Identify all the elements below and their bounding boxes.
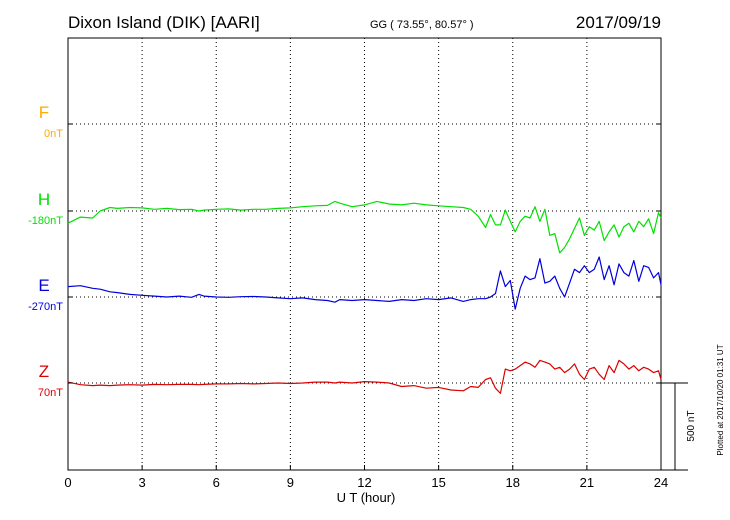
x-tick-label: 0 [64,475,71,490]
plotted-timestamp: Plotted at 2017/10/20 01:31 UT [716,344,725,455]
chart-date: 2017/09/19 [576,13,661,32]
series-line-e [67,256,662,310]
series-baseline-h: -180nT [28,215,63,227]
x-tick-label: 15 [431,475,445,490]
series-baseline-f: 0nT [44,128,63,140]
scale-bar: 500 nT [661,382,697,471]
x-tick-label: 3 [139,475,146,490]
x-tick-label: 24 [654,475,668,490]
series-name-h: H [38,190,50,209]
series-name-e: E [38,276,49,295]
scale-bar-label: 500 nT [686,410,697,441]
grid-lines [68,38,661,470]
x-tick-label: 6 [213,475,220,490]
station-coords: GG ( 73.55°, 80.57° ) [370,19,474,31]
series-baseline-z: 70nT [38,387,63,399]
x-tick-label: 21 [580,475,594,490]
x-tick-label: 18 [506,475,520,490]
x-axis: 0 3 6 9 12 15 18 21 24 [64,123,668,490]
series-line-z [67,359,662,394]
station-title: Dixon Island (DIK) [AARI] [68,13,260,32]
x-axis-label: U T (hour) [337,490,396,505]
series-lines [67,200,662,394]
series-name-f: F [39,103,49,122]
series-line-h [67,200,662,254]
x-tick-label: 12 [357,475,371,490]
series-name-z: Z [39,362,49,381]
series-baseline-e: -270nT [28,301,63,313]
x-tick-label: 9 [287,475,294,490]
baseline-labels: F 0nT H -180nT E -270nT Z 70nT [28,103,63,399]
